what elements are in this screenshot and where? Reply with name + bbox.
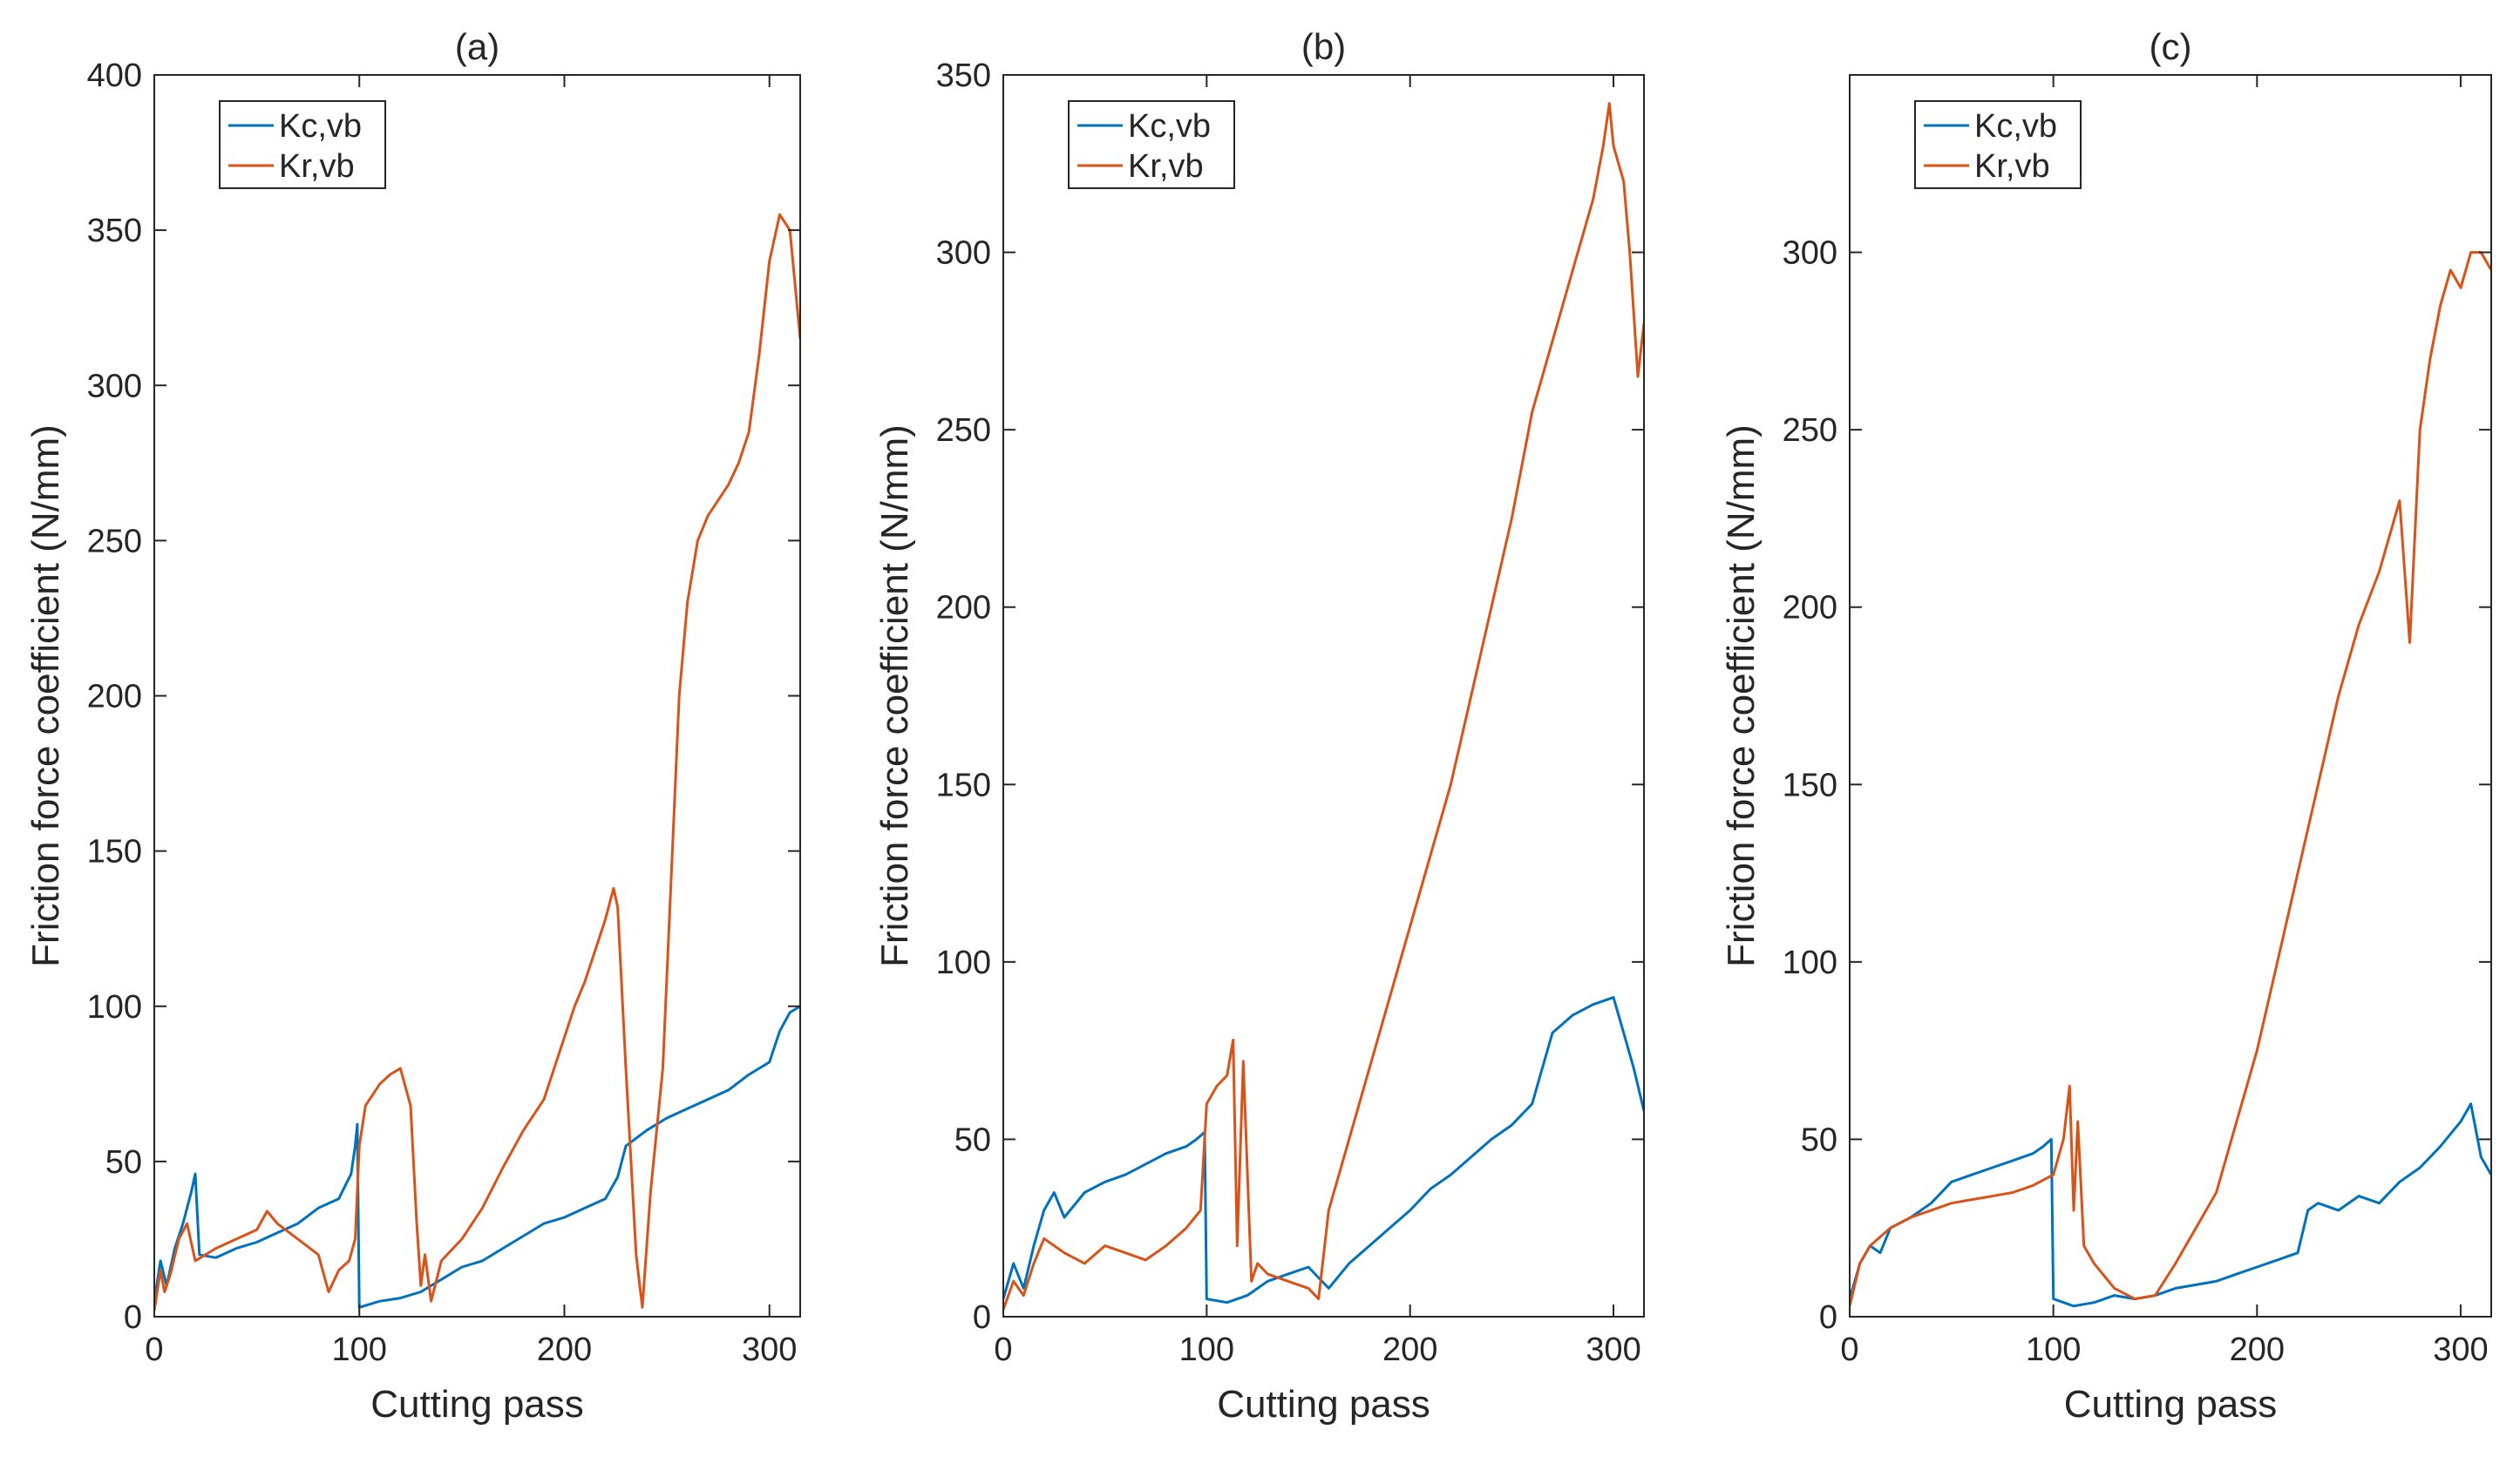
y-tick-label: 350 [87, 213, 142, 249]
x-tick-label: 0 [1840, 1332, 1858, 1368]
axes-box [1849, 74, 2492, 1318]
x-tick-label: 100 [1179, 1332, 1234, 1368]
y-tick-label: 250 [1783, 412, 1837, 449]
y-tick-label: 0 [1819, 1299, 1837, 1336]
legend-label: Kc,vb [1974, 108, 2057, 145]
y-axis-label: Friction force coefficient (N/mm) [1720, 424, 1763, 967]
y-tick-label: 300 [1783, 235, 1837, 272]
y-tick-label: 50 [105, 1144, 142, 1181]
series-line-kc [154, 1005, 800, 1309]
panel-b: 0 100 200 300 0 50 100 150 200 250 300 350 (b) Cuttin… [873, 26, 1645, 1426]
series-line-kr [154, 213, 800, 1311]
x-tick-label: 0 [145, 1332, 163, 1368]
y-tick-label: 200 [1783, 590, 1837, 627]
x-tick-label: 100 [332, 1332, 387, 1368]
x-tick-label: 200 [537, 1332, 592, 1368]
x-tick-label: 100 [2026, 1332, 2081, 1368]
y-tick-label: 100 [936, 945, 991, 981]
y-axis-label: Friction force coefficient (N/mm) [873, 424, 916, 967]
x-tick-label: 200 [1382, 1332, 1437, 1368]
y-tick-label: 0 [973, 1299, 991, 1336]
y-tick-label: 300 [87, 368, 142, 404]
y-tick-label: 250 [936, 412, 991, 449]
y-tick-label: 50 [954, 1122, 991, 1158]
legend-label: Kr,vb [279, 148, 355, 185]
panel-a: 0 100 200 300 0 50 100 150 200 250 300 350 400 (a) Cut… [24, 26, 801, 1426]
axes-box [1002, 74, 1645, 1318]
panel-title: (b) [1301, 26, 1346, 67]
y-tick-label: 350 [936, 58, 991, 94]
series-line-kr [1850, 251, 2491, 1307]
legend-box [219, 100, 386, 189]
x-tick-label: 300 [1586, 1332, 1640, 1368]
y-tick-label: 150 [936, 767, 991, 803]
x-axis-label: Cutting pass [1217, 1383, 1430, 1426]
y-axis-label: Friction force coefficient (N/mm) [24, 424, 67, 967]
plot-area [1850, 75, 2491, 1317]
x-tick-label: 300 [2433, 1332, 2488, 1368]
plot-area [154, 75, 800, 1317]
y-tick-label: 100 [87, 989, 142, 1026]
legend-label: Kr,vb [1974, 148, 2050, 185]
legend-box [1068, 100, 1235, 189]
series-line-kr [1003, 102, 1644, 1311]
x-tick-label: 0 [994, 1332, 1012, 1368]
legend-label: Kc,vb [1128, 108, 1211, 145]
y-tick-label: 0 [124, 1299, 142, 1336]
x-tick-label: 200 [2230, 1332, 2285, 1368]
panel-title: (c) [2150, 26, 2192, 67]
x-tick-label: 300 [742, 1332, 797, 1368]
y-tick-label: 250 [87, 523, 142, 559]
y-tick-label: 100 [1783, 945, 1837, 981]
y-tick-label: 300 [936, 235, 991, 272]
y-tick-label: 150 [87, 834, 142, 871]
panel-c: 0 100 200 300 0 50 100 150 200 250 300 (c) Cutting p… [1720, 26, 2492, 1426]
y-tick-label: 400 [87, 58, 142, 94]
y-tick-label: 150 [1783, 767, 1837, 803]
plot-area [1003, 75, 1644, 1317]
y-tick-label: 200 [936, 590, 991, 627]
y-tick-label: 50 [1801, 1122, 1837, 1158]
legend-label: Kr,vb [1128, 148, 1204, 185]
y-tick-label: 200 [87, 679, 142, 715]
panel-title: (a) [455, 26, 499, 67]
series-line-kc [1003, 996, 1644, 1305]
x-axis-label: Cutting pass [2064, 1383, 2278, 1426]
legend-label: Kc,vb [279, 108, 362, 145]
x-axis-label: Cutting pass [370, 1383, 584, 1426]
legend-box [1914, 100, 2082, 189]
